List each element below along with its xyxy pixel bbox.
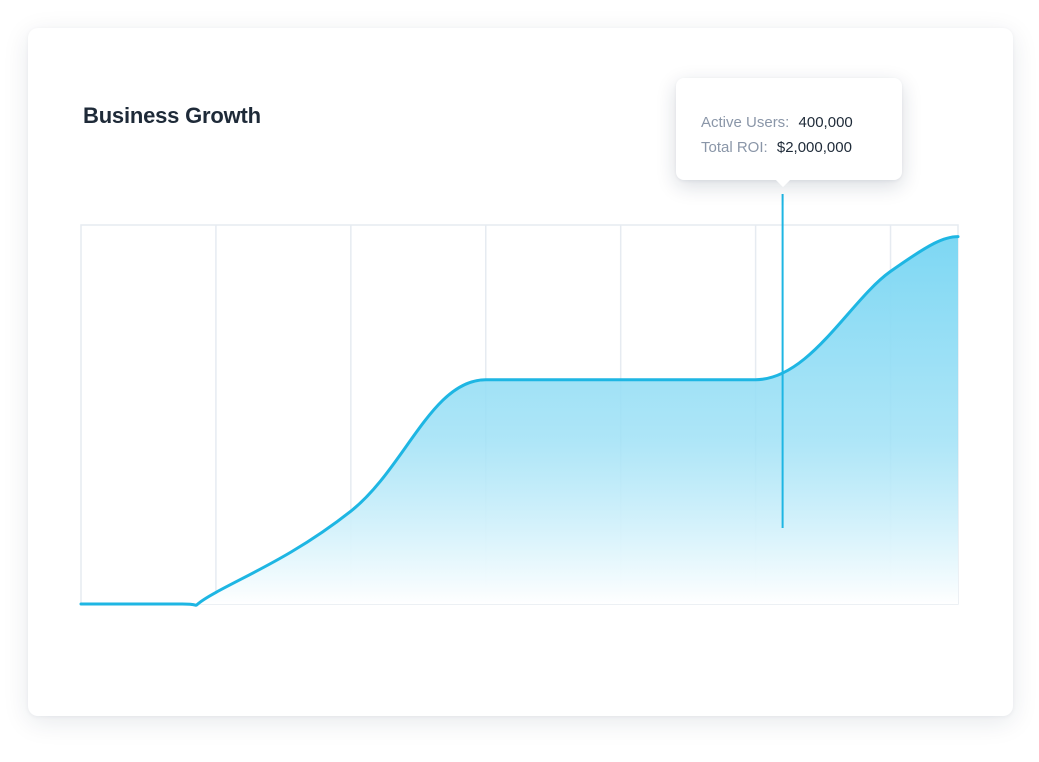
data-tooltip: Active Users: 400,000 Total ROI: $2,000,… [676, 78, 902, 180]
chart-card: Business Growth Active Users: 400,000 To… [28, 28, 1013, 716]
tooltip-label: Active Users: [701, 114, 790, 131]
area-chart [79, 194, 960, 607]
area-fill [81, 236, 958, 606]
chart-title: Business Growth [83, 103, 261, 128]
series-line [79, 235, 960, 607]
tooltip-value: 400,000 [798, 114, 853, 131]
tooltip-label: Total ROI: [701, 139, 768, 156]
tooltip-row-active-users: Active Users: 400,000 [701, 110, 902, 135]
tooltip-row-total-roi: Total ROI: $2,000,000 [701, 135, 902, 160]
tooltip-value: $2,000,000 [776, 139, 852, 156]
